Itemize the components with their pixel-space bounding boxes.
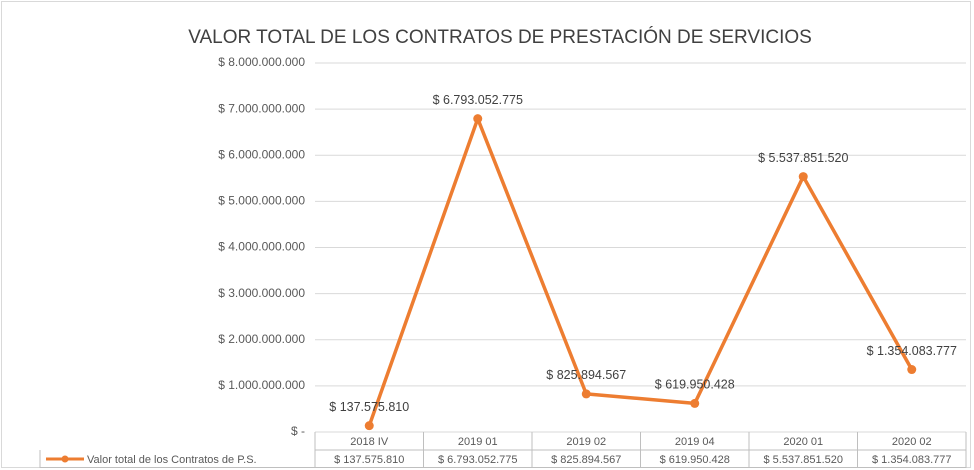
x-tick-label: 2018 IV bbox=[350, 436, 389, 448]
y-tick-label: $ 8.000.000.000 bbox=[218, 55, 305, 69]
table-value: $ 137.575.810 bbox=[334, 454, 404, 466]
data-label: $ 825.894.567 bbox=[546, 368, 626, 382]
point-marker bbox=[581, 389, 591, 399]
x-tick-label: 2020 01 bbox=[783, 436, 823, 448]
chart-title: VALOR TOTAL DE LOS CONTRATOS DE PRESTACI… bbox=[188, 26, 812, 48]
point-marker bbox=[690, 398, 700, 408]
table-value: $ 619.950.428 bbox=[660, 454, 730, 466]
data-label: $ 1.354.083.777 bbox=[867, 344, 957, 358]
y-tick-label: $ 7.000.000.000 bbox=[218, 101, 305, 115]
x-tick-label: 2019 01 bbox=[458, 436, 498, 448]
y-tick-label: $ - bbox=[291, 424, 305, 438]
x-tick-label: 2019 04 bbox=[675, 436, 715, 448]
point-marker bbox=[364, 421, 374, 431]
table-value: $ 5.537.851.520 bbox=[763, 454, 843, 466]
legend-label: Valor total de los Contratos de P.S. bbox=[87, 454, 257, 466]
data-label: $ 137.575.810 bbox=[329, 400, 409, 414]
data-label: $ 5.537.851.520 bbox=[758, 151, 848, 165]
y-tick-label: $ 5.000.000.000 bbox=[218, 194, 305, 208]
y-tick-label: $ 1.000.000.000 bbox=[218, 378, 305, 392]
point-marker bbox=[798, 172, 808, 182]
table-value: $ 825.894.567 bbox=[551, 454, 621, 466]
table-value: $ 1.354.083.777 bbox=[872, 454, 952, 466]
y-tick-label: $ 6.000.000.000 bbox=[218, 147, 305, 161]
y-tick-label: $ 4.000.000.000 bbox=[218, 240, 305, 254]
x-tick-label: 2019 02 bbox=[566, 436, 606, 448]
point-marker bbox=[473, 114, 483, 124]
y-tick-label: $ 2.000.000.000 bbox=[218, 332, 305, 346]
legend-marker bbox=[61, 455, 69, 463]
x-tick-label: 2020 02 bbox=[892, 436, 932, 448]
y-tick-label: $ 3.000.000.000 bbox=[218, 286, 305, 300]
table-value: $ 6.793.052.775 bbox=[438, 454, 518, 466]
point-marker bbox=[907, 365, 917, 375]
series-line bbox=[367, 116, 914, 427]
data-label: $ 619.950.428 bbox=[655, 378, 735, 392]
data-label: $ 6.793.052.775 bbox=[433, 93, 523, 107]
